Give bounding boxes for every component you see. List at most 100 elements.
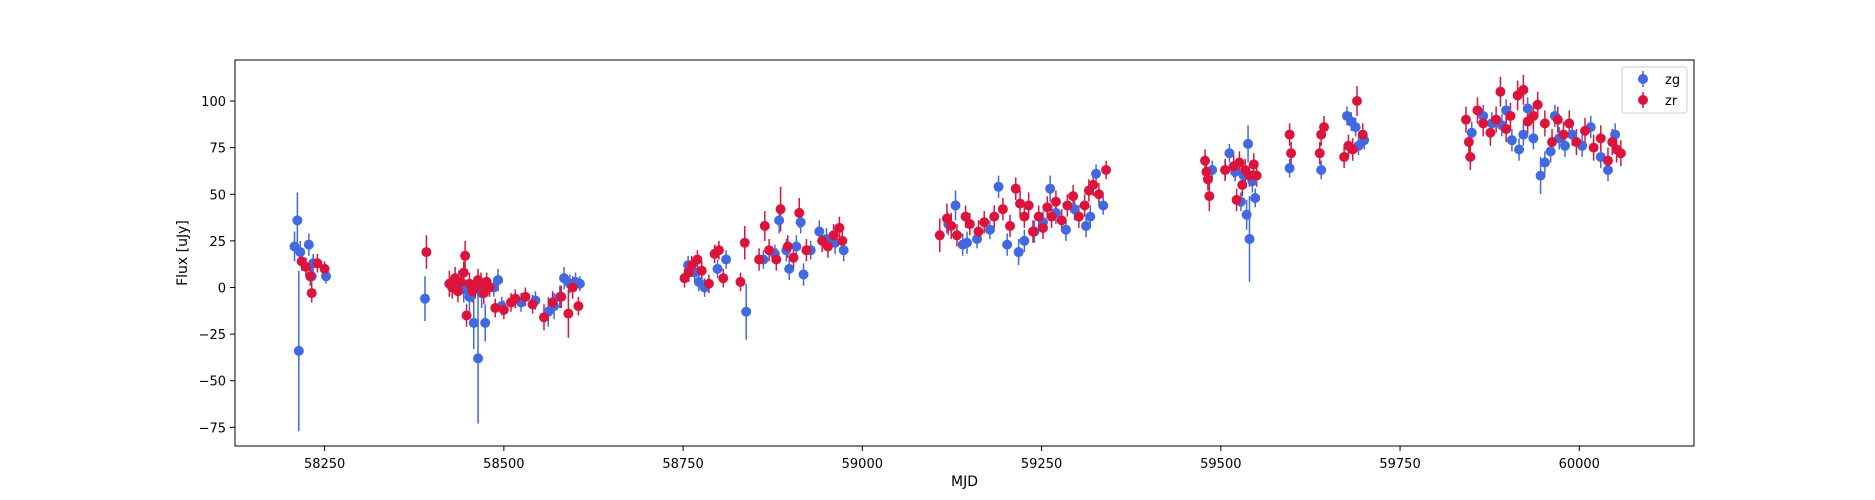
data-point-zg xyxy=(1506,135,1517,146)
data-point-zr xyxy=(1595,133,1606,144)
data-point-zr xyxy=(1472,105,1483,116)
data-point-zr xyxy=(510,293,521,304)
x-tick-label: 59000 xyxy=(842,457,883,472)
data-point-zr xyxy=(997,204,1008,215)
data-point-zg xyxy=(1019,235,1030,246)
data-point-zg xyxy=(1545,146,1556,157)
legend-zg-label: zg xyxy=(1665,73,1680,88)
data-point-zr xyxy=(735,276,746,287)
data-point-zr xyxy=(1248,159,1259,170)
data-point-zr xyxy=(1558,129,1569,140)
data-point-zr xyxy=(300,261,311,272)
data-point-zr xyxy=(1234,157,1245,168)
x-tick-label: 58500 xyxy=(483,457,524,472)
data-point-zr xyxy=(973,226,984,237)
data-point-zg xyxy=(984,224,995,235)
data-point-zr xyxy=(1491,114,1502,125)
legend-entry-zr: zr xyxy=(1638,92,1678,109)
data-point-zr xyxy=(1073,211,1084,222)
data-point-zr xyxy=(1505,110,1516,121)
x-tick-label: 58750 xyxy=(662,457,703,472)
data-point-zr xyxy=(1093,189,1104,200)
data-point-zr xyxy=(1615,148,1626,159)
data-point-zg xyxy=(791,241,802,252)
data-point-zr xyxy=(1580,125,1591,136)
data-point-zr xyxy=(834,222,845,233)
data-point-zr xyxy=(1019,211,1030,222)
legend-zr-marker xyxy=(1638,95,1648,105)
data-point-zr xyxy=(1088,179,1099,190)
error-bars xyxy=(293,74,1622,432)
data-point-zr xyxy=(934,230,945,241)
data-point-zr xyxy=(563,308,574,319)
data-point-zr xyxy=(1220,165,1231,176)
data-point-zg xyxy=(798,269,809,280)
data-point-zr xyxy=(739,237,750,248)
data-point-zg xyxy=(1466,127,1477,138)
data-point-zr xyxy=(1244,170,1255,181)
data-point-zr xyxy=(1463,137,1474,148)
y-axis-label: Flux [uJy] xyxy=(175,220,191,286)
data-point-zr xyxy=(312,258,323,269)
data-point-zr xyxy=(1314,148,1325,159)
data-point-zg xyxy=(784,263,795,274)
data-point-zr xyxy=(1231,194,1242,205)
data-point-zr xyxy=(713,245,724,256)
legend-zg-marker xyxy=(1638,74,1648,84)
data-point-zr xyxy=(1571,137,1582,148)
data-point-zr xyxy=(1042,202,1053,213)
x-tick-label: 58250 xyxy=(304,457,345,472)
data-point-zr xyxy=(305,271,316,282)
data-point-zr xyxy=(1357,129,1368,140)
data-point-zr xyxy=(1023,200,1034,211)
data-point-zr xyxy=(837,235,848,246)
data-point-zr xyxy=(1200,155,1211,166)
data-point-zr xyxy=(490,303,501,314)
data-point-zg xyxy=(1098,200,1109,211)
plot-frame xyxy=(234,59,1695,447)
data-point-zr xyxy=(567,282,578,293)
legend: zg zr xyxy=(1621,66,1688,114)
data-point-zg xyxy=(993,181,1004,192)
data-point-zr xyxy=(1101,165,1112,176)
x-tick-label: 59500 xyxy=(1200,457,1241,472)
data-point-zg xyxy=(1514,144,1525,155)
data-point-zg xyxy=(1081,220,1092,231)
data-point-zr xyxy=(498,304,509,315)
data-point-zr xyxy=(1485,127,1496,138)
data-point-zg xyxy=(1567,129,1578,140)
data-point-zr xyxy=(1204,191,1215,202)
data-point-zr xyxy=(764,245,775,256)
data-point-zr xyxy=(1251,170,1262,181)
data-point-zr xyxy=(1352,96,1363,107)
data-point-zg xyxy=(972,234,983,245)
data-point-zr xyxy=(452,286,463,297)
data-point-zr xyxy=(964,219,975,230)
data-point-zr xyxy=(1201,166,1212,177)
data-point-zg xyxy=(721,254,732,265)
data-point-zr xyxy=(484,282,495,293)
x-tick-label: 60000 xyxy=(1559,457,1600,472)
data-point-zg xyxy=(303,239,314,250)
data-point-zr xyxy=(460,250,471,261)
data-point-zr xyxy=(520,291,531,302)
data-point-zr xyxy=(1284,129,1295,140)
data-point-zr xyxy=(1050,196,1061,207)
data-point-zr xyxy=(306,288,317,299)
data-point-zr xyxy=(828,230,839,241)
legend-entry-zg: zg xyxy=(1638,71,1680,88)
data-point-zr xyxy=(1501,123,1512,134)
data-point-zg xyxy=(493,275,504,286)
data-point-zr xyxy=(1347,144,1358,155)
data-point-zr xyxy=(703,278,714,289)
data-point-zg xyxy=(838,245,849,256)
data-point-zg xyxy=(1085,211,1096,222)
data-point-zr xyxy=(822,241,833,252)
data-point-zr xyxy=(1607,137,1618,148)
data-point-zg xyxy=(419,293,430,304)
data-point-zr xyxy=(759,220,770,231)
data-point-zg xyxy=(950,200,961,211)
data-point-zr xyxy=(1319,122,1330,133)
data-point-zg xyxy=(962,237,973,248)
legend-zr-label: zr xyxy=(1665,94,1678,109)
